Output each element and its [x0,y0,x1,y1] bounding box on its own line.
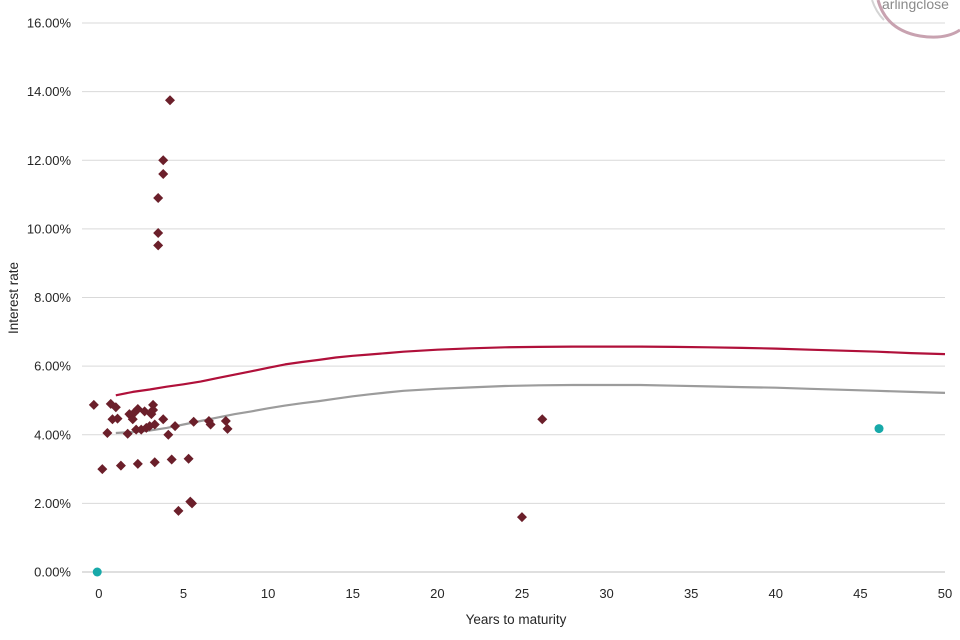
data-point-diamond [88,399,99,410]
data-point-diamond [220,416,231,427]
brand-logo: arlingclose [871,0,960,39]
data-points [88,95,884,577]
data-point-diamond [153,192,164,203]
data-point-circle [874,424,884,434]
x-tick-label: 0 [95,586,102,601]
y-tick-label: 2.00% [34,496,71,511]
x-tick-label: 15 [346,586,360,601]
logo-swoosh [876,0,960,39]
data-point-circle [92,567,102,577]
y-tick-label: 0.00% [34,565,71,580]
data-point-diamond [186,498,197,509]
x-tick-label: 30 [599,586,613,601]
y-tick-label: 14.00% [27,84,72,99]
x-tick-label: 5 [180,586,187,601]
x-tick-label: 35 [684,586,698,601]
data-point-diamond [132,458,143,469]
y-tick-label: 10.00% [27,221,72,236]
data-point-diamond [148,399,159,410]
x-tick-label: 50 [938,586,952,601]
data-point-diamond [173,505,184,516]
y-tick-label: 8.00% [34,290,71,305]
x-tick-label: 45 [853,586,867,601]
data-point-diamond [112,413,123,424]
data-point-diamond [102,428,113,439]
data-point-diamond [115,460,126,471]
data-point-diamond [205,419,216,430]
data-point-diamond [148,405,159,416]
x-tick-label: 40 [769,586,783,601]
x-axis-title: Years to maturity [466,612,567,627]
data-point-diamond [149,457,160,468]
data-point-diamond [163,429,174,440]
data-point-diamond [110,402,121,413]
x-tick-label: 10 [261,586,275,601]
y-axis-title: Interest rate [6,262,21,334]
curve-lines [115,345,946,435]
curve-line [115,383,946,435]
y-tick-label: 6.00% [34,359,71,374]
y-tick-label: 4.00% [34,427,71,442]
curve-line [115,345,946,397]
data-point-diamond [122,428,133,439]
data-point-diamond [537,414,548,425]
data-point-diamond [166,454,177,465]
data-point-diamond [127,414,138,425]
data-point-diamond [131,424,142,435]
data-point-diamond [153,227,164,238]
data-point-diamond [149,419,160,430]
data-point-diamond [158,155,169,166]
y-axis-tick-labels: 0.00% 2.00% 4.00% 6.00% 8.00% 10.00% 12.00% 14.… [27,16,72,580]
y-tick-label: 12.00% [27,153,72,168]
x-tick-label: 25 [515,586,529,601]
data-point-diamond [97,464,108,475]
data-point-diamond [183,453,194,464]
x-axis-tick-labels: 0 5 10 15 20 25 30 35 40 45 50 [95,586,952,601]
data-point-diamond [188,416,199,427]
data-point-diamond [222,423,233,434]
y-tick-label: 16.00% [27,16,72,31]
data-point-diamond [170,421,181,432]
data-point-diamond [516,512,527,523]
gridlines [82,22,945,573]
logo-text: arlingclose [882,0,949,12]
x-tick-label: 20 [430,586,444,601]
data-point-diamond [153,240,164,251]
data-point-diamond [158,168,169,179]
logo-arc [871,0,885,21]
data-point-diamond [158,414,169,425]
data-point-diamond [164,95,175,106]
